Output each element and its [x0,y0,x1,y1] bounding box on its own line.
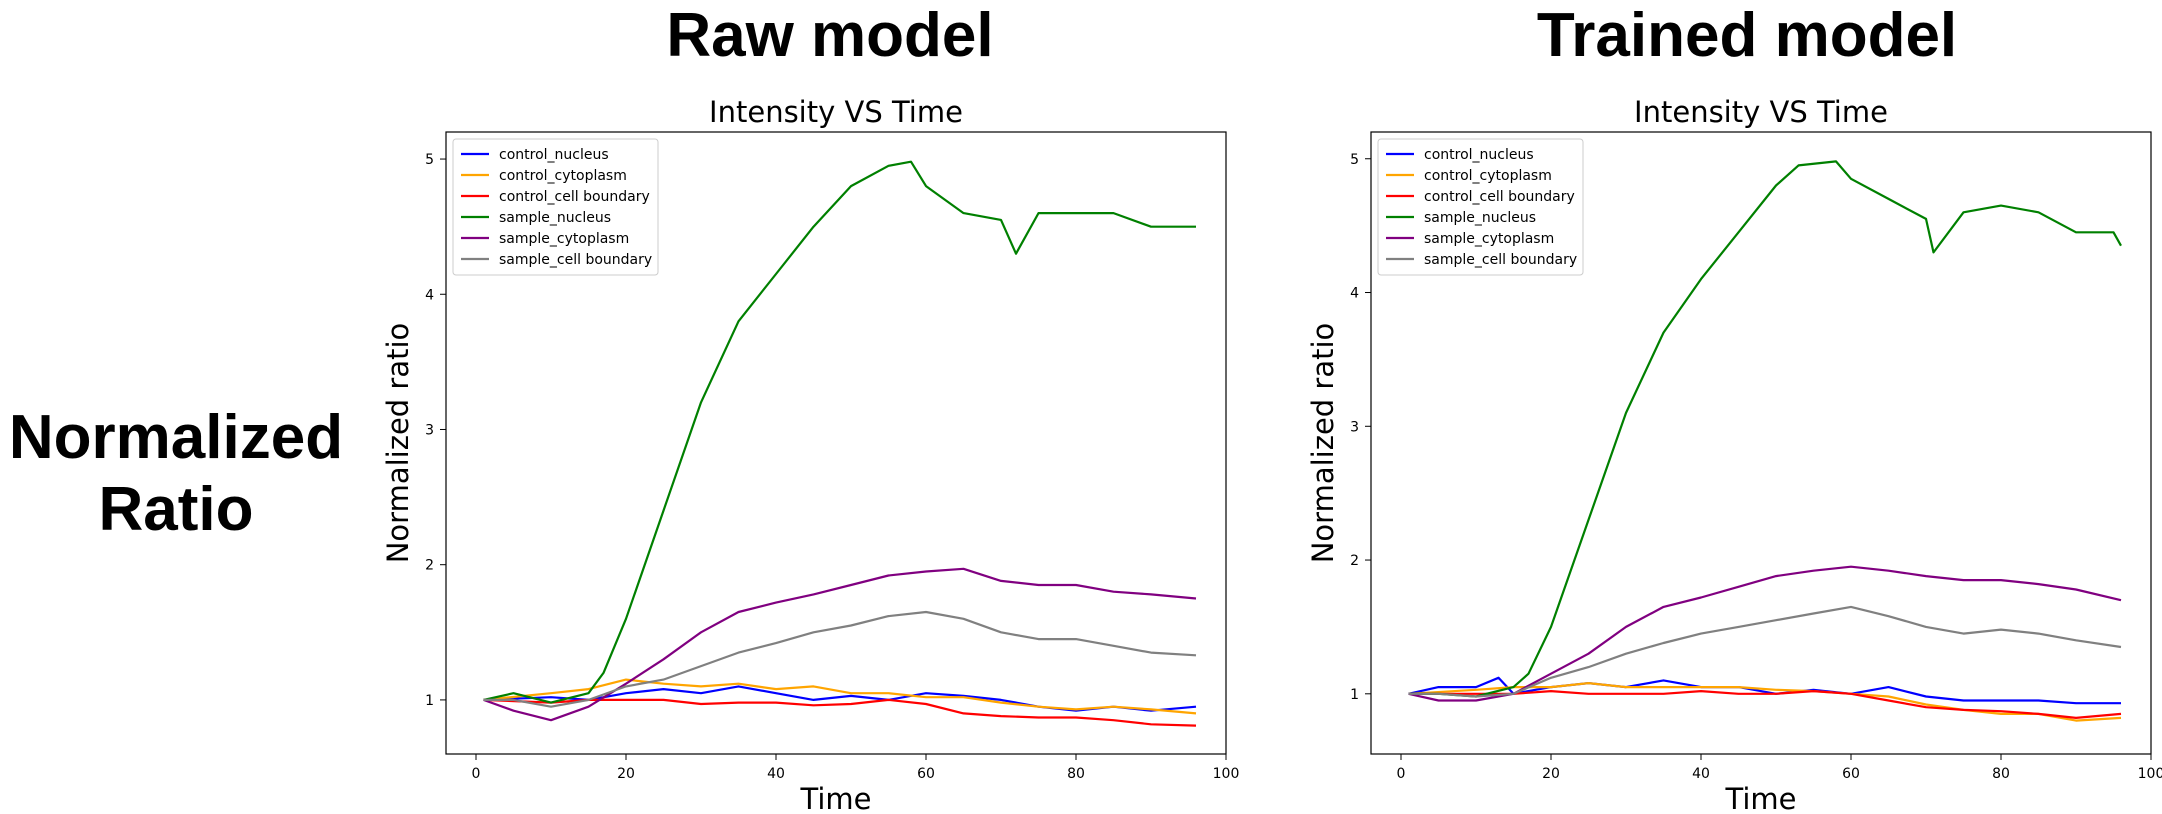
x-tick-label: 100 [1213,766,1240,782]
series-line-sample-cytoplasm [483,567,1197,722]
right-panel-title: Trained model [1536,1,1958,70]
series-line-sample-nucleus [483,160,1196,704]
y-tick-label: 5 [1350,152,1359,168]
x-tick-label: 80 [1992,766,2010,782]
legend-label-sample-cell-boundary: sample_cell boundary [1424,252,1577,268]
row-label: Normalized Ratio [0,402,352,546]
series-line-control-cytoplasm [483,678,1197,715]
row-label-line2: Ratio [98,475,254,544]
legend-label-control-cytoplasm: control_cytoplasm [1424,168,1552,184]
series-line-control-nucleus [483,685,1197,712]
y-tick-label: 2 [1350,553,1359,569]
left-panel-title: Raw model [666,1,994,70]
y-tick-label: 3 [1350,419,1359,435]
legend-label-sample-cytoplasm: sample_cytoplasm [499,231,629,247]
x-tick-label: 0 [1397,766,1406,782]
trained-model-chart: Intensity VS Time 0 20 40 60 80 100 1 2 3 4 5 Time No… [1306,95,2162,814]
legend: control_nucleus control_cytoplasm control_… [1377,138,1584,276]
legend-label-control-cell-boundary: control_cell boundary [1424,189,1575,205]
y-tick-label: 4 [425,287,434,303]
row-label-line1: Normalized [8,403,344,472]
legend-label-sample-nucleus: sample_nucleus [1424,210,1536,226]
series-line-sample-cell-boundary [483,610,1197,708]
x-axis-label: Time [1725,782,1797,814]
x-tick-label: 100 [2138,766,2162,782]
x-tick-label: 20 [617,766,635,782]
x-tick-label: 60 [1842,766,1860,782]
x-tick-label: 40 [767,766,785,782]
x-tick-label: 40 [1692,766,1710,782]
legend-label-control-cytoplasm: control_cytoplasm [499,168,627,184]
plot-frame [445,131,1227,755]
legend-box [452,138,659,276]
chart-title: Intensity VS Time [709,95,963,129]
chart-title: Intensity VS Time [1634,95,1888,129]
series-line-control-cytoplasm [1408,681,2122,722]
raw-model-chart: Intensity VS Time 0 20 40 60 80 100 1 2 3 4 5 Time No… [381,95,1240,814]
x-axis-label: Time [800,782,872,814]
series-line-control-nucleus [1408,676,2121,705]
x-tick-label: 80 [1067,766,1085,782]
legend-label-control-nucleus: control_nucleus [1424,147,1534,163]
x-tick-label: 0 [472,766,481,782]
x-tick-label: 20 [1542,766,1560,782]
series-line-control-cell-boundary [483,698,1197,727]
y-axis-label: Normalized ratio [1306,323,1340,564]
y-tick-label: 4 [1350,286,1359,302]
legend-label-control-nucleus: control_nucleus [499,147,609,163]
y-tick-label: 3 [425,422,434,438]
legend: control_nucleus control_cytoplasm control_… [452,138,659,276]
series-line-control-cell-boundary [1408,689,2122,720]
y-axis-label: Normalized ratio [381,323,415,564]
x-tick-label: 60 [917,766,935,782]
y-tick-label: 5 [425,152,434,168]
series-line-sample-cytoplasm [1408,565,2122,702]
legend-label-sample-cell-boundary: sample_cell boundary [499,252,652,268]
plot-frame [1370,131,2152,755]
series-line-sample-cell-boundary [1408,605,2122,698]
series-line-sample-nucleus [1408,160,2122,698]
y-tick-label: 1 [425,693,434,709]
legend-box [1377,138,1584,276]
legend-label-sample-cytoplasm: sample_cytoplasm [1424,231,1554,247]
y-tick-label: 2 [425,558,434,574]
legend-label-control-cell-boundary: control_cell boundary [499,189,650,205]
legend-label-sample-nucleus: sample_nucleus [499,210,611,226]
y-tick-label: 1 [1350,687,1359,703]
